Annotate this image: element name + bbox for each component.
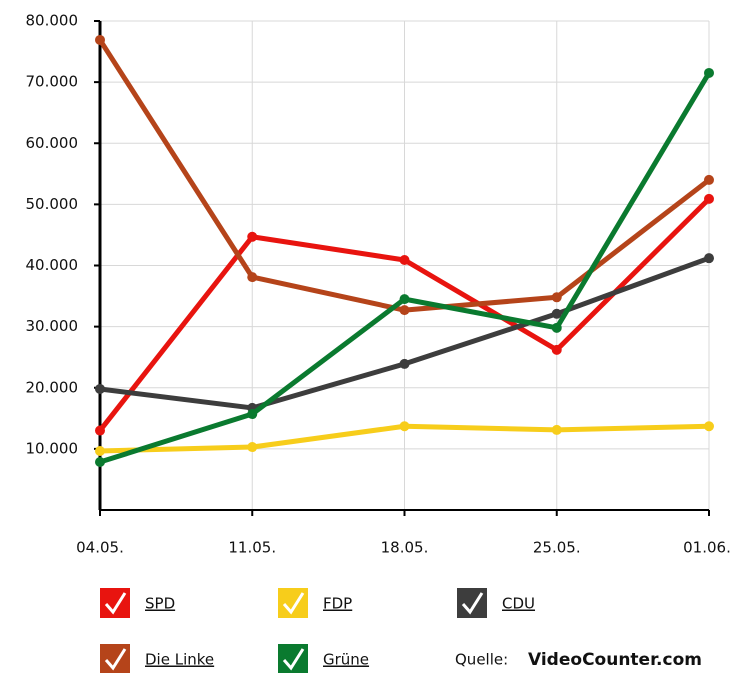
- source: VideoCounter.com: [528, 650, 702, 670]
- legend-label[interactable]: Grüne: [323, 651, 369, 669]
- point: [551, 344, 562, 355]
- point: [399, 421, 410, 432]
- point: [95, 34, 105, 45]
- point: [399, 305, 410, 316]
- point: [704, 421, 714, 432]
- point: [95, 457, 105, 468]
- point: [247, 442, 258, 453]
- legend-label[interactable]: Die Linke: [145, 651, 214, 669]
- legend-label[interactable]: CDU: [502, 595, 535, 613]
- y-tick-label: 20.000: [26, 378, 79, 396]
- legend-item[interactable]: Grüne: [278, 644, 369, 673]
- point: [704, 253, 714, 264]
- x-tick-label: 25.05.: [533, 539, 581, 557]
- checkmark: [282, 648, 305, 671]
- legend-item[interactable]: CDU: [457, 588, 535, 618]
- checkmark: [104, 592, 127, 615]
- y-tick-label: 40.000: [26, 256, 79, 274]
- point: [95, 383, 105, 394]
- legend-item[interactable]: SPD: [100, 588, 175, 618]
- point: [95, 425, 105, 436]
- point: [704, 193, 714, 204]
- point: [704, 174, 714, 185]
- legend-checkbox[interactable]: [100, 588, 130, 618]
- point: [247, 409, 258, 420]
- point: [399, 358, 410, 369]
- legend-item[interactable]: FDP: [278, 588, 352, 618]
- x-tick-label: 04.05.: [76, 539, 124, 557]
- point: [704, 67, 714, 78]
- y-tick-label: 60.000: [26, 134, 79, 152]
- legend-item[interactable]: Die Linke: [100, 644, 214, 673]
- checkmark: [461, 592, 484, 615]
- checkmark: [104, 648, 127, 671]
- legend-checkbox[interactable]: [100, 644, 130, 673]
- point: [247, 272, 258, 283]
- legend-checkbox[interactable]: [457, 588, 487, 618]
- point: [551, 322, 562, 333]
- point: [247, 231, 258, 242]
- point: [399, 294, 410, 305]
- legend-label[interactable]: FDP: [323, 595, 352, 613]
- y-tick-label: 10.000: [26, 439, 79, 457]
- x-tick-label: 01.06.: [683, 539, 731, 557]
- legend-checkbox[interactable]: [278, 644, 308, 673]
- source-label: Quelle:: [455, 651, 508, 669]
- point: [551, 308, 562, 319]
- legend-checkbox[interactable]: [278, 588, 308, 618]
- point: [95, 446, 105, 457]
- x-tick-label: 18.05.: [381, 539, 429, 557]
- y-tick-label: 80.000: [26, 12, 79, 30]
- point: [551, 424, 562, 435]
- point: [551, 292, 562, 303]
- y-tick-label: 30.000: [26, 317, 79, 335]
- point: [399, 254, 410, 265]
- y-tick-label: 50.000: [26, 195, 79, 213]
- x-tick-label: 11.05.: [228, 539, 276, 557]
- y-tick-label: 70.000: [26, 73, 79, 91]
- legend-label[interactable]: SPD: [145, 595, 175, 613]
- checkmark: [282, 592, 305, 615]
